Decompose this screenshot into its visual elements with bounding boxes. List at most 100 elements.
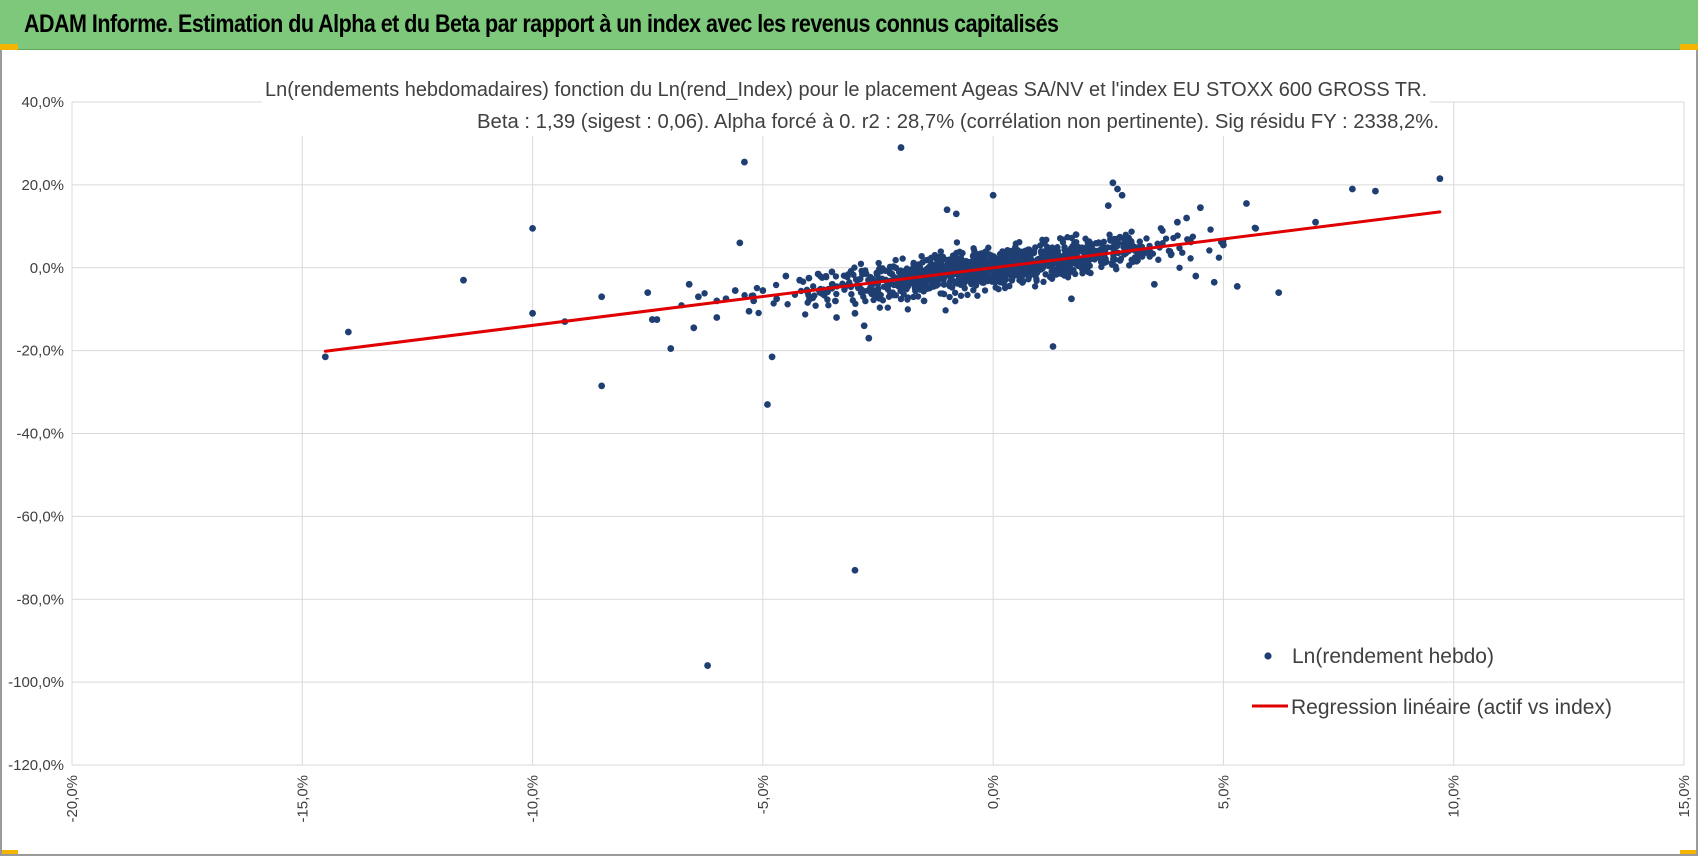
data-point xyxy=(969,252,977,260)
data-point xyxy=(932,255,940,262)
y-tick-label: -20,0% xyxy=(16,343,64,360)
data-point xyxy=(814,270,822,278)
data-point xyxy=(802,311,809,318)
points-layer xyxy=(321,144,1444,669)
data-point xyxy=(1436,175,1444,183)
data-point xyxy=(344,328,352,336)
data-point xyxy=(1006,282,1013,290)
data-point xyxy=(1040,248,1047,255)
y-tick-label: -80,0% xyxy=(16,591,64,608)
data-point xyxy=(1114,185,1121,193)
data-point xyxy=(857,275,864,283)
data-point xyxy=(968,258,976,266)
data-point xyxy=(926,257,934,265)
legend: Ln(rendement hebdo) Regression linéaire … xyxy=(1252,645,1612,719)
x-tick-label: -15,0% xyxy=(294,775,311,823)
data-point xyxy=(879,297,887,304)
data-point xyxy=(1083,243,1091,251)
data-point xyxy=(824,296,831,303)
data-point xyxy=(904,296,911,303)
data-point xyxy=(598,382,606,390)
data-point xyxy=(1120,236,1128,243)
data-point xyxy=(1064,270,1071,277)
data-point xyxy=(910,293,917,301)
data-point xyxy=(805,274,813,282)
data-point xyxy=(1021,247,1029,255)
data-point xyxy=(1053,271,1060,278)
data-point xyxy=(974,292,981,299)
data-point xyxy=(1109,179,1117,187)
data-point xyxy=(529,224,536,232)
data-point xyxy=(1066,262,1074,270)
data-point xyxy=(1157,225,1165,232)
data-point xyxy=(833,314,840,321)
data-point xyxy=(823,273,830,281)
data-point xyxy=(1019,279,1026,286)
data-point xyxy=(1077,263,1084,271)
data-point xyxy=(1103,258,1110,266)
y-tick-label: 20,0% xyxy=(21,177,64,194)
data-point xyxy=(1348,185,1356,193)
data-point xyxy=(1030,248,1038,255)
data-point xyxy=(1128,228,1135,235)
data-point xyxy=(848,290,855,298)
data-point xyxy=(995,285,1002,293)
data-point xyxy=(805,292,812,299)
data-point xyxy=(961,279,968,287)
data-point xyxy=(529,309,536,317)
data-point xyxy=(951,289,959,296)
data-point xyxy=(1136,238,1143,245)
data-point xyxy=(1110,255,1117,263)
data-point xyxy=(1049,343,1057,350)
data-point xyxy=(1150,280,1158,288)
data-point xyxy=(946,293,953,301)
data-point xyxy=(986,251,993,258)
data-point xyxy=(897,144,905,151)
data-point xyxy=(773,295,781,303)
data-point xyxy=(1131,254,1139,261)
data-point xyxy=(782,272,790,280)
data-point xyxy=(731,287,739,294)
data-point xyxy=(927,282,934,290)
chart-title-line-1: Ln(rendements hebdomadaires) fonction du… xyxy=(265,79,1427,101)
data-point xyxy=(899,255,906,262)
data-point xyxy=(1192,272,1200,280)
y-tick-label: 0,0% xyxy=(30,260,64,277)
data-point xyxy=(943,206,951,214)
data-point xyxy=(912,278,920,285)
data-point xyxy=(1187,255,1194,262)
data-point xyxy=(875,266,883,274)
data-point xyxy=(911,285,919,292)
data-point xyxy=(862,297,869,305)
y-tick-label: 40,0% xyxy=(21,94,64,111)
data-point xyxy=(768,353,776,361)
data-point xyxy=(884,304,891,311)
data-point xyxy=(1174,232,1181,239)
data-point xyxy=(1154,240,1161,247)
data-point xyxy=(964,291,971,299)
data-point xyxy=(784,301,791,308)
regression-line xyxy=(323,210,1442,353)
data-point xyxy=(978,260,985,267)
data-point xyxy=(1056,265,1063,272)
data-point xyxy=(653,316,661,323)
x-tick-label: 10,0% xyxy=(1446,775,1463,818)
data-point xyxy=(842,272,850,280)
data-point xyxy=(989,191,997,199)
data-point xyxy=(1004,266,1012,274)
y-tick-label: -120,0% xyxy=(8,757,64,774)
data-point xyxy=(953,239,961,246)
data-point xyxy=(1162,235,1170,242)
data-point xyxy=(1233,282,1241,290)
data-point xyxy=(984,275,991,283)
data-point xyxy=(321,353,329,361)
data-point xyxy=(865,334,873,342)
data-point xyxy=(1065,251,1073,258)
data-point xyxy=(867,273,874,281)
data-point xyxy=(970,286,977,294)
data-point xyxy=(1107,237,1114,244)
data-point xyxy=(946,279,953,286)
data-point xyxy=(644,289,652,297)
data-point xyxy=(1206,247,1213,254)
